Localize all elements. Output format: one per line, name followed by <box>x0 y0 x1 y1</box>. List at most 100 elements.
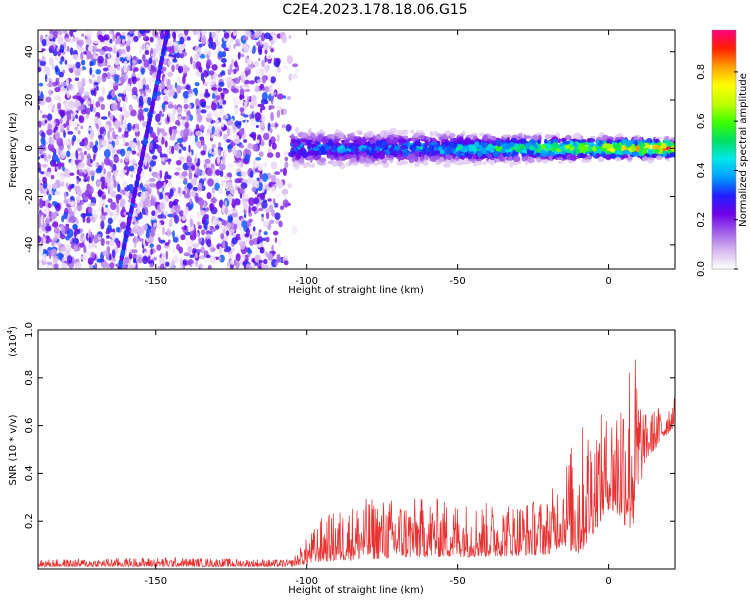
heatmap-noise-blob <box>97 208 102 213</box>
heatmap-noise-blob <box>61 226 66 235</box>
heatmap-noise-blob <box>73 245 79 252</box>
heatmap-noise-blob <box>168 160 171 165</box>
heatmap-noise-blob <box>144 157 148 166</box>
heatmap-noise-blob <box>75 61 81 69</box>
heatmap-noise-blob <box>206 112 213 119</box>
heatmap-noise-blob <box>258 259 263 264</box>
heatmap-noise-blob <box>193 230 197 240</box>
heatmap-noise-blob <box>188 171 193 180</box>
heatmap-noise-blob <box>186 182 193 190</box>
heatmap-noise-blob <box>258 265 262 269</box>
heatmap-noise-blob <box>211 87 217 91</box>
heatmap-noise-blob <box>263 231 268 236</box>
heatmap-noise-blob <box>40 171 45 175</box>
heatmap-band-blob <box>671 137 675 141</box>
heatmap-noise-blob <box>152 256 158 261</box>
heatmap-band-blob <box>503 152 507 158</box>
heatmap-band-blob <box>302 163 308 169</box>
heatmap-band-blob <box>310 164 315 168</box>
heatmap-band-blob <box>653 149 660 153</box>
heatmap-noise-blob <box>86 216 91 224</box>
heatmap-band-blob <box>356 137 362 143</box>
heatmap-noise-blob <box>179 210 184 217</box>
heatmap-noise-blob <box>160 82 166 91</box>
y-tick-label: 0 <box>24 145 35 151</box>
heatmap-noise-blob <box>106 94 112 100</box>
heatmap-noise-blob <box>167 104 175 109</box>
heatmap-noise-blob <box>48 193 52 201</box>
heatmap-noise-blob <box>145 231 150 239</box>
heatmap-noise-blob <box>220 58 227 63</box>
heatmap-noise-blob <box>168 88 175 97</box>
heatmap-band-blob <box>520 138 527 144</box>
heatmap-noise-blob <box>150 198 154 206</box>
heatmap-noise-blob <box>244 119 248 128</box>
heatmap-noise-blob <box>208 36 214 44</box>
heatmap-band-blob <box>433 147 438 151</box>
heatmap-noise-blob <box>201 216 207 225</box>
heatmap-noise-blob <box>229 64 233 70</box>
exponent-prefix: (x10 <box>8 334 19 357</box>
heatmap-noise-blob <box>52 214 56 220</box>
heatmap-noise-blob <box>107 47 113 52</box>
heatmap-band-blob <box>488 146 494 151</box>
heatmap-noise-blob <box>243 213 247 219</box>
heatmap-noise-blob <box>241 179 249 184</box>
heatmap-noise-blob <box>56 190 60 195</box>
heatmap-noise-blob <box>229 129 234 133</box>
heatmap-band-blob <box>471 140 475 145</box>
heatmap-noise-blob <box>149 177 156 182</box>
heatmap-noise-blob <box>218 142 222 148</box>
colorbar-tick-label: 0.0 <box>696 261 707 277</box>
heatmap-noise-blob <box>224 200 228 207</box>
heatmap-noise-blob <box>281 124 286 129</box>
heatmap-noise-blob <box>122 169 127 174</box>
heatmap-noise-blob <box>257 45 263 54</box>
heatmap-band-blob <box>304 139 313 143</box>
heatmap-band-blob <box>411 146 417 152</box>
heatmap-noise-blob <box>188 144 191 153</box>
heatmap-noise-blob <box>63 199 69 204</box>
heatmap-noise-blob <box>258 230 261 238</box>
heatmap-noise-blob <box>142 77 147 87</box>
heatmap-noise-blob <box>89 170 96 177</box>
heatmap-noise-blob <box>44 74 48 82</box>
heatmap-noise-blob <box>63 130 66 138</box>
heatmap-noise-blob <box>198 237 202 245</box>
heatmap-noise-blob <box>39 47 42 52</box>
heatmap-noise-blob <box>158 239 166 244</box>
heatmap-noise-blob <box>188 104 192 109</box>
heatmap-noise-blob <box>201 170 206 176</box>
heatmap-noise-blob <box>78 105 83 110</box>
heatmap-noise-blob <box>209 255 217 264</box>
heatmap-band-blob <box>512 155 521 163</box>
heatmap-band-blob <box>595 153 601 158</box>
heatmap-noise-blob <box>229 142 236 147</box>
heatmap-noise-blob <box>95 140 99 146</box>
heatmap-noise-blob <box>60 150 66 160</box>
heatmap-noise-blob <box>268 260 271 269</box>
heatmap-noise-blob <box>237 99 244 105</box>
heatmap-noise-blob <box>74 261 82 269</box>
heatmap-noise-blob <box>124 132 129 138</box>
heatmap-noise-blob <box>113 179 117 189</box>
heatmap-noise-blob <box>40 90 44 100</box>
heatmap-noise-blob <box>195 140 202 148</box>
heatmap-noise-blob <box>215 95 221 101</box>
heatmap-noise-blob <box>159 202 166 211</box>
heatmap-noise-blob <box>109 211 114 217</box>
heatmap-noise-blob <box>116 37 122 43</box>
heatmap-noise-blob <box>211 187 215 194</box>
heatmap-noise-blob <box>260 32 266 42</box>
heatmap-band-blob <box>569 154 577 161</box>
heatmap-noise-blob <box>288 35 292 39</box>
heatmap-band-blob <box>352 161 359 166</box>
heatmap-noise-blob <box>137 141 141 151</box>
heatmap-band-blob <box>535 152 541 157</box>
heatmap-noise-blob <box>222 115 227 121</box>
heatmap-noise-blob <box>59 44 65 54</box>
heatmap-noise-blob <box>132 141 136 151</box>
heatmap-noise-blob <box>222 88 229 94</box>
heatmap-band-blob <box>555 153 561 158</box>
heatmap-noise-blob <box>56 47 59 52</box>
